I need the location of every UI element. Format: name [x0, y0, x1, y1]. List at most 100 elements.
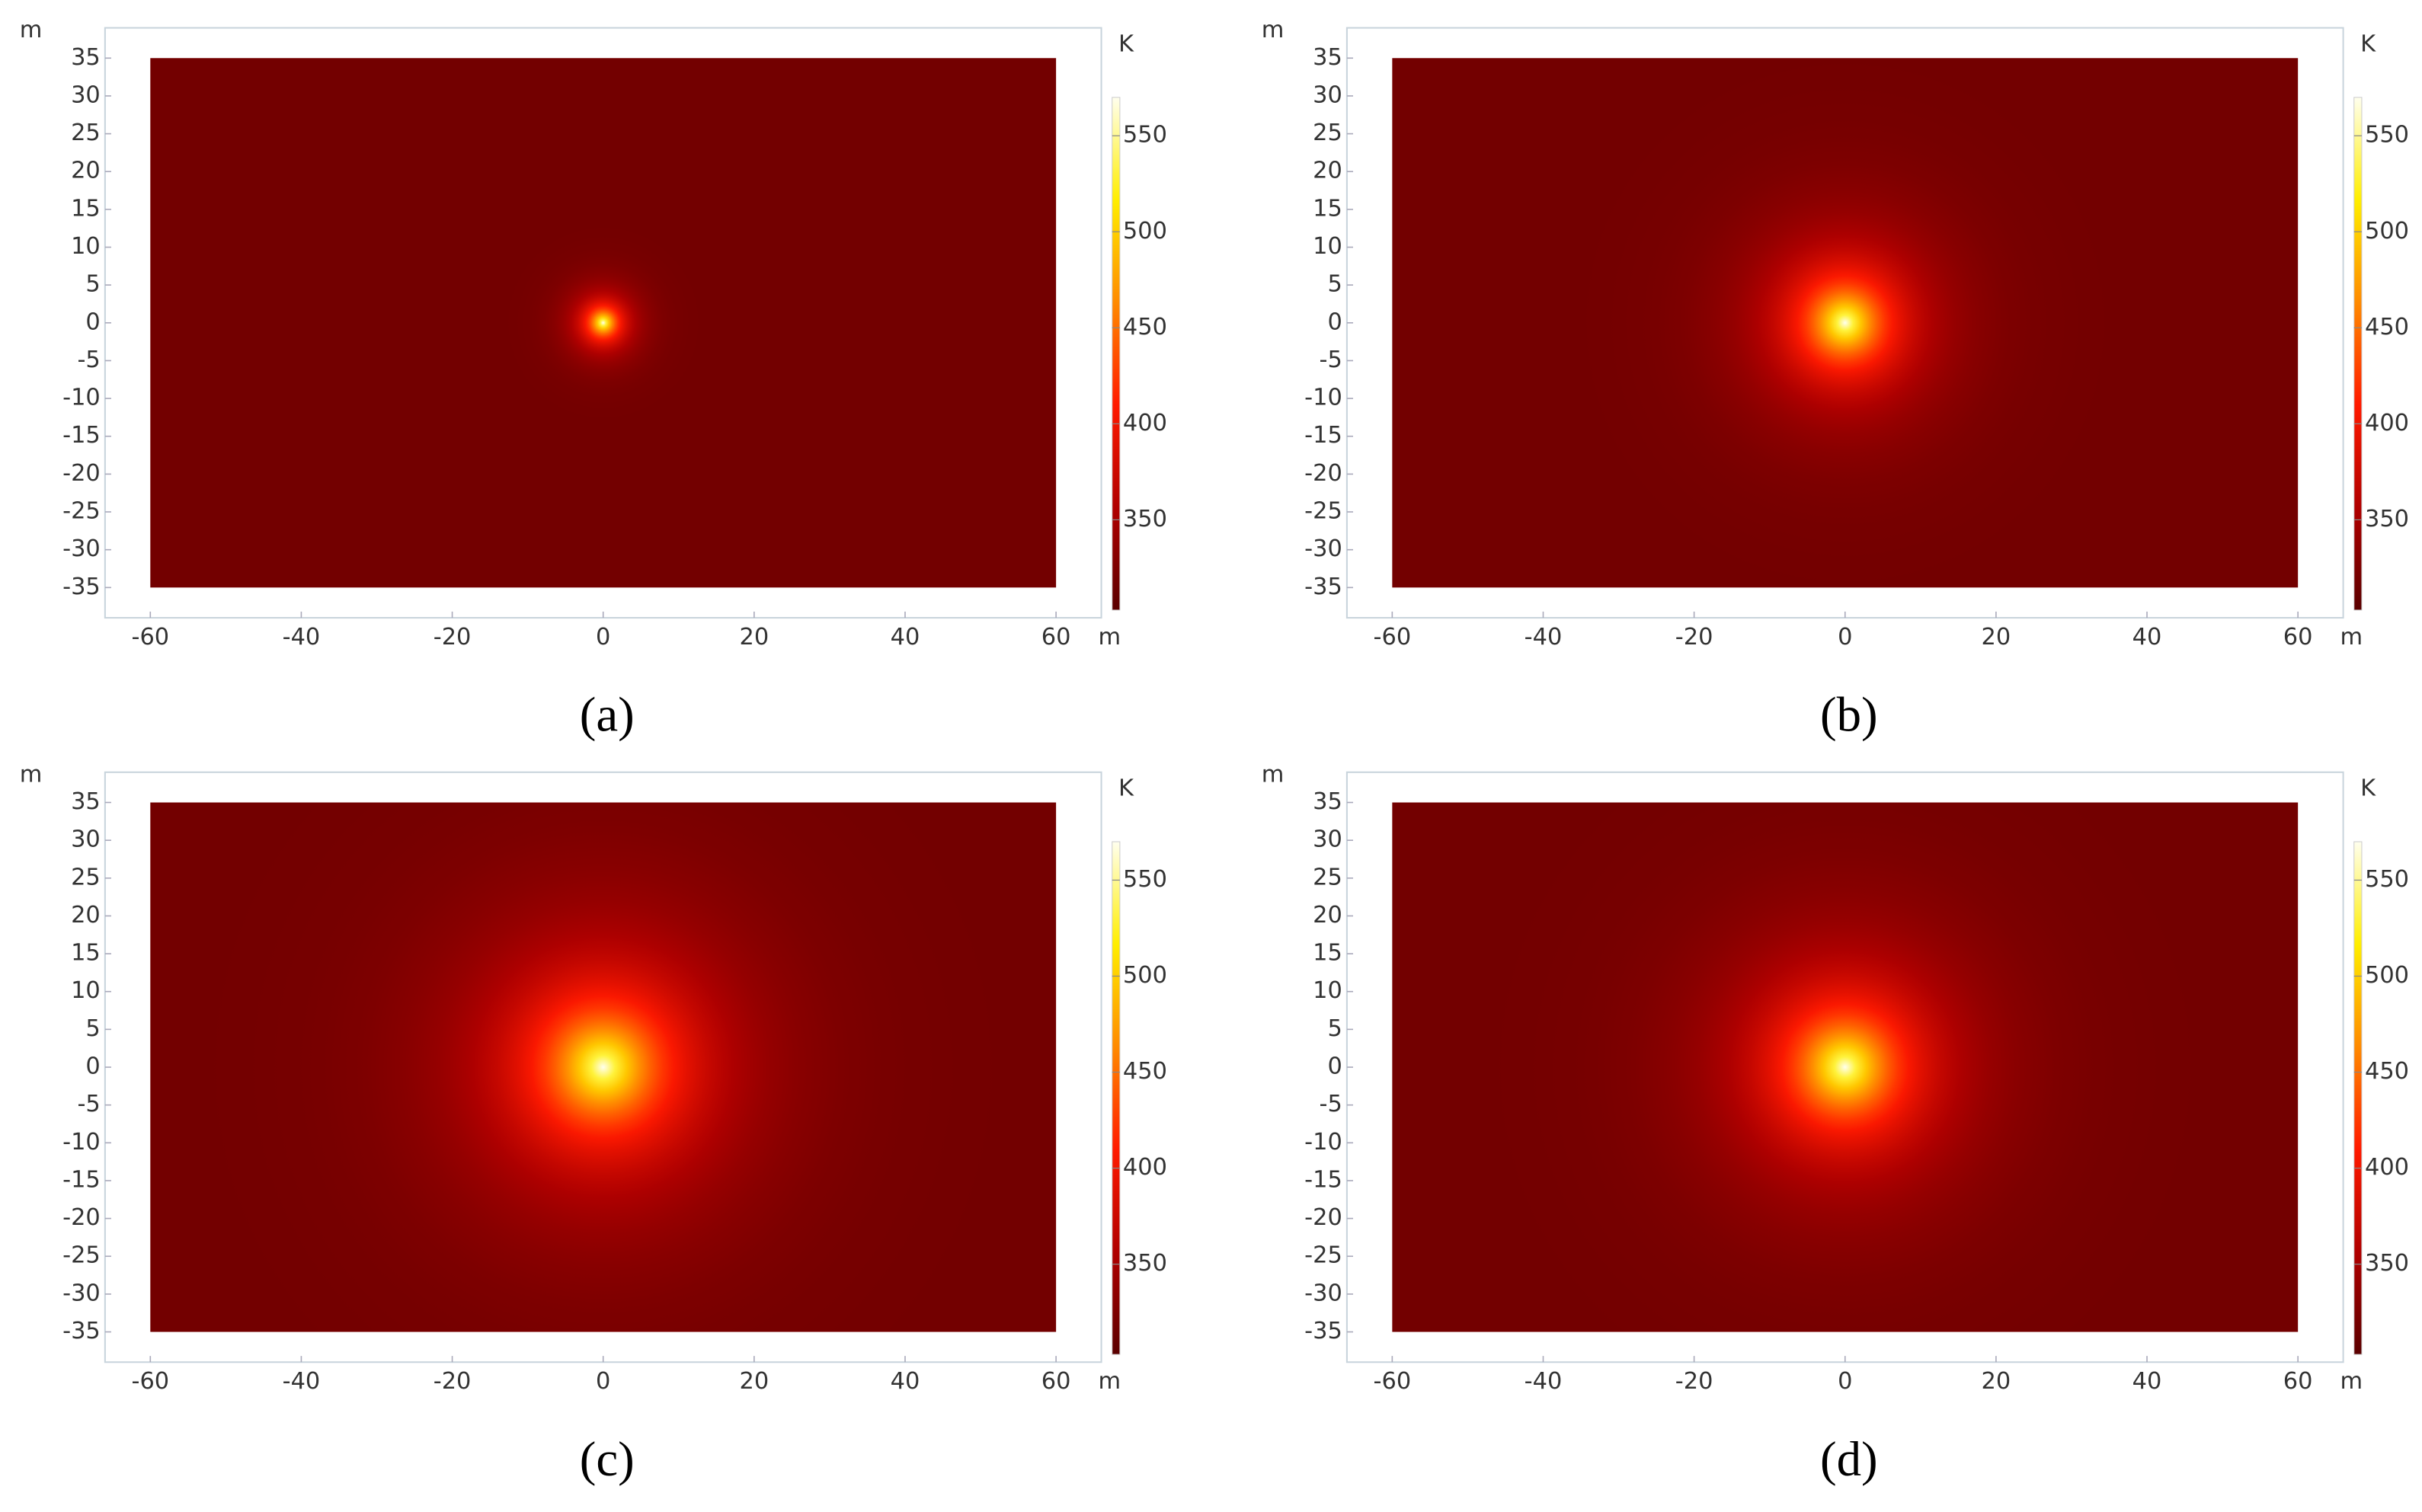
- y-tick-label: 20: [1313, 158, 1342, 184]
- y-tick-label: -30: [1304, 1280, 1342, 1306]
- colorbar-tick-label: 400: [2365, 1154, 2409, 1181]
- y-tick-label: -25: [62, 498, 101, 525]
- y-tick-label: 10: [71, 977, 101, 1004]
- colorbar-tick-label: 350: [1123, 506, 1167, 532]
- y-tick-label: -20: [1304, 460, 1342, 487]
- x-tick-label: 20: [739, 1368, 769, 1395]
- x-tick-label: -40: [1525, 1368, 1563, 1395]
- y-tick-label: 25: [1313, 120, 1342, 146]
- y-tick-label: 15: [71, 195, 101, 222]
- colorbar: [1112, 97, 1121, 611]
- x-unit: m: [1098, 1368, 1121, 1395]
- y-tick-label: 30: [1313, 826, 1342, 853]
- colorbar-tick-label: 450: [1123, 1058, 1167, 1085]
- y-tick-label: -25: [1304, 498, 1342, 525]
- colorbar: [2353, 841, 2363, 1355]
- y-tick-label: 15: [71, 940, 101, 967]
- y-unit: m: [1262, 761, 1285, 788]
- y-tick-label: 35: [71, 44, 101, 71]
- y-tick-label: 0: [85, 1053, 100, 1080]
- x-tick-label: -20: [434, 624, 472, 651]
- x-tick-label: -20: [1675, 624, 1713, 651]
- x-tick-label: 60: [1041, 1368, 1071, 1395]
- panel-caption: (b): [1820, 688, 1878, 743]
- y-tick-label: -30: [1304, 535, 1342, 562]
- x-unit: m: [2340, 624, 2363, 651]
- y-tick-label: -20: [1304, 1204, 1342, 1231]
- x-tick-label: 40: [891, 624, 920, 651]
- y-tick-label: 15: [1313, 940, 1342, 967]
- y-tick-label: 5: [1327, 1015, 1342, 1042]
- x-tick-label: -60: [131, 624, 169, 651]
- x-tick-label: -40: [283, 624, 321, 651]
- panel-caption: (a): [580, 688, 635, 743]
- x-tick-label: -60: [1374, 624, 1412, 651]
- x-tick-label: 40: [2132, 1368, 2162, 1395]
- y-tick-label: 25: [71, 120, 101, 146]
- y-tick-label: -5: [77, 347, 100, 373]
- y-tick-label: 30: [1313, 82, 1342, 108]
- y-tick-label: 20: [71, 902, 101, 929]
- temperature-field: [1392, 58, 2299, 588]
- y-tick-label: -15: [1304, 1166, 1342, 1193]
- colorbar-tick-label: 400: [2365, 410, 2409, 436]
- x-tick-label: 20: [739, 624, 769, 651]
- y-tick-label: -10: [62, 385, 101, 411]
- y-tick-label: -10: [1304, 1129, 1342, 1156]
- x-tick-label: 0: [1838, 1368, 1852, 1395]
- y-unit: m: [20, 761, 43, 788]
- y-tick-label: -35: [1304, 574, 1342, 600]
- y-tick-label: 5: [85, 271, 100, 298]
- y-tick-label: -15: [1304, 422, 1342, 449]
- colorbar-label: K: [2360, 775, 2376, 802]
- x-tick-label: -60: [1374, 1368, 1412, 1395]
- x-unit: m: [1098, 624, 1121, 651]
- colorbar-label: K: [2360, 30, 2376, 57]
- temperature-field: [150, 58, 1057, 588]
- x-tick-label: -40: [283, 1368, 321, 1395]
- x-tick-label: -20: [1675, 1368, 1713, 1395]
- y-tick-label: -5: [1320, 347, 1342, 373]
- x-tick-label: 60: [2283, 624, 2313, 651]
- colorbar: [2353, 97, 2363, 611]
- y-tick-label: 15: [1313, 195, 1342, 222]
- colorbar-tick-label: 400: [1123, 410, 1167, 436]
- y-tick-label: 20: [71, 158, 101, 184]
- y-tick-label: -25: [1304, 1242, 1342, 1269]
- x-tick-label: 40: [891, 1368, 920, 1395]
- y-tick-label: -35: [1304, 1318, 1342, 1344]
- colorbar-tick-label: 550: [2365, 122, 2409, 149]
- y-unit: m: [1262, 17, 1285, 43]
- y-tick-label: 10: [1313, 233, 1342, 260]
- colorbar-label: K: [1118, 775, 1134, 802]
- x-tick-label: 60: [1041, 624, 1071, 651]
- y-tick-label: -30: [62, 1280, 101, 1306]
- x-tick-label: 60: [2283, 1368, 2313, 1395]
- x-tick-label: -40: [1525, 624, 1563, 651]
- colorbar-tick-label: 400: [1123, 1154, 1167, 1181]
- colorbar-tick-label: 550: [1123, 122, 1167, 149]
- colorbar-label: K: [1118, 30, 1134, 57]
- colorbar-tick-label: 500: [2365, 962, 2409, 989]
- panel-caption: (c): [580, 1432, 635, 1487]
- temperature-field: [150, 802, 1057, 1332]
- colorbar-tick-label: 500: [1123, 962, 1167, 989]
- colorbar-tick-label: 550: [1123, 866, 1167, 893]
- y-tick-label: -10: [62, 1129, 101, 1156]
- colorbar-tick-label: 450: [1123, 314, 1167, 340]
- x-tick-label: 20: [1982, 1368, 2011, 1395]
- colorbar-tick-label: 350: [1123, 1250, 1167, 1277]
- x-tick-label: 0: [596, 1368, 610, 1395]
- y-tick-label: 30: [71, 82, 101, 108]
- y-tick-label: 35: [1313, 44, 1342, 71]
- x-unit: m: [2340, 1368, 2363, 1395]
- colorbar-tick-label: 450: [2365, 1058, 2409, 1085]
- colorbar: [1112, 841, 1121, 1355]
- y-tick-label: -35: [62, 574, 101, 600]
- y-tick-label: 35: [1313, 788, 1342, 815]
- y-tick-label: 0: [85, 308, 100, 335]
- y-tick-label: 10: [71, 233, 101, 260]
- y-tick-label: 30: [71, 826, 101, 853]
- x-tick-label: 0: [596, 624, 610, 651]
